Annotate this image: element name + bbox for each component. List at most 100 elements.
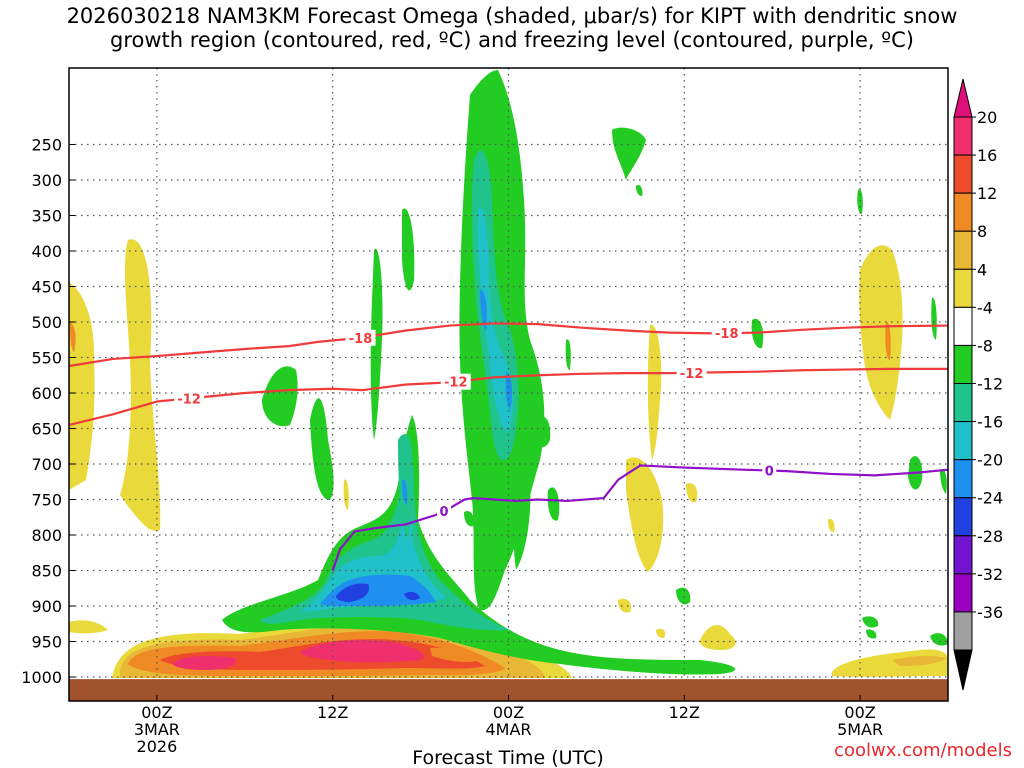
x-tick-label: 3MAR [134,720,180,739]
y-tick-label: 600 [31,384,62,403]
omega-cell-yellow-10 [343,479,349,510]
omega-cell-green-7 [565,339,571,370]
colorbar-bin [953,192,973,232]
omega-cell-green-19 [862,616,879,628]
x-tick-label: 4MAR [485,720,531,739]
y-tick-label: 750 [31,491,62,510]
colorbar-bin [953,306,973,346]
y-tick-label: 350 [31,207,62,226]
contour-label: -12 [177,392,201,407]
omega-region-shield-deep-blue-right [404,591,420,601]
gridlines [69,68,948,701]
omega-cell-green-6 [636,184,643,196]
contour-label: -12 [444,376,468,391]
omega-cell-green-12 [676,587,691,605]
x-tick-label: 00Z [493,703,524,722]
colorbar-label: 16 [977,146,997,165]
omega-cell-green-11 [464,510,475,527]
colorbar-label: 4 [977,260,987,279]
contour-label: -18 [349,332,373,347]
omega-cell-green-17 [940,469,947,494]
colorbar-top-arrow [953,78,973,118]
colorbar-bin [953,230,973,270]
y-tick-label: 1000 [21,668,62,687]
colorbar-label: -32 [977,565,1003,584]
omega-cell-green-9 [513,467,531,570]
colorbar-bin [953,116,973,156]
colorbar-label: -4 [977,298,993,317]
omega-cell-orange-1 [885,321,891,360]
contour-label-bg [440,373,471,390]
contour-lines: -18 -18 -12 -12 -12 0 0 [69,322,948,571]
credit-text: coolwx.com/models [834,740,1012,761]
contour-label-bg [676,364,707,381]
omega-cell-green-18 [930,633,948,646]
x-tick-label: 2026 [137,737,178,756]
contour-label-bg [345,329,376,346]
contour-label: 0 [440,505,449,520]
colorbar-bin [953,459,973,499]
colorbar-label: -20 [977,451,1003,470]
omega-cell-green-1 [262,366,298,427]
y-tick-label: 550 [31,349,62,368]
omega-cell-green-5 [612,127,646,180]
colorbar-bottom-arrow [953,649,973,691]
x-tick-label: 12Z [669,703,700,722]
y-tick-label: 800 [31,526,62,545]
chart-title-line1: 2026030218 NAM3KM Forecast Omega (shaded… [66,4,958,28]
x-tick-label: 00Z [844,703,875,722]
omega-region-left-column-yellow [120,239,161,531]
omega-cell-yellow-1 [647,324,662,460]
omega-region-tower-blue-lower [505,372,513,410]
colorbar-bin [953,344,973,384]
colorbar-label: -12 [977,375,1003,394]
omega-cell-green-14 [857,189,863,214]
colorbar-label: 12 [977,184,997,203]
contour-label-bg [762,462,777,479]
contour-label-bg [711,325,742,342]
omega-region-left-edge-yellow [69,282,95,490]
x-tick-label: 12Z [317,703,348,722]
colorbar-label: -28 [977,527,1003,546]
y-tick-label: 300 [31,171,62,190]
omega-cell-yellow-6 [686,483,698,503]
y-tick-label: 700 [31,455,62,474]
colorbar-bin [953,611,973,651]
contour-label-bg [174,390,205,407]
colorbar-bin [953,154,973,194]
omega-region-far-left-yellow [69,620,108,634]
colorbar: 20 16 12 8 4 -4 -8 -12 -16 -20 -24 -28 -32 -36 [953,78,1003,691]
y-tick-label: 450 [31,278,62,297]
omega-cell-yellow-5 [700,624,736,650]
omega-cell-green-3 [370,248,383,440]
colorbar-bin [953,268,973,308]
omega-region-lowlevel-magenta-left [172,656,236,670]
colorbar-label: 20 [977,108,997,127]
colorbar-bin [953,573,973,613]
contour-label: -18 [715,327,739,342]
contour-label-bg [437,502,452,519]
colorbar-bin [953,535,973,575]
omega-cell-yellow-4 [656,628,666,638]
omega-cell-green-10 [547,487,560,521]
y-tick-label: 500 [31,313,62,332]
omega-region-lowlevel-orange-right [430,647,480,663]
colorbar-label: 8 [977,222,987,241]
y-axis: 250 300 350 400 450 500 550 600 650 700 750 800 850 9… [21,136,75,687]
y-tick-label: 650 [31,420,62,439]
colorbar-bin [953,383,973,423]
colorbar-bin [953,497,973,537]
omega-cell-green-20 [866,629,877,639]
omega-cell-green-21 [690,663,697,672]
omega-region-lowlevel-magenta-center [300,640,424,663]
omega-cell-yellow-2 [626,457,664,572]
colorbar-label: -16 [977,413,1003,432]
omega-cell-green-4 [402,208,415,291]
omega-region-shield-teal [260,457,510,631]
x-axis-label: Forecast Time (UTC) [412,747,603,768]
omega-cell-green-2 [310,398,334,500]
y-tick-label: 400 [31,242,62,261]
ground-surface [69,679,948,701]
colorbar-bin [953,421,973,461]
